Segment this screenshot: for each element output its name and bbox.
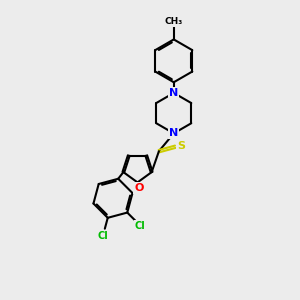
Text: Cl: Cl [135,220,146,231]
Text: N: N [169,88,178,98]
Text: S: S [177,140,185,151]
Text: Cl: Cl [98,231,108,241]
Text: N: N [169,128,178,138]
Text: CH₃: CH₃ [165,17,183,26]
Text: O: O [134,183,144,193]
